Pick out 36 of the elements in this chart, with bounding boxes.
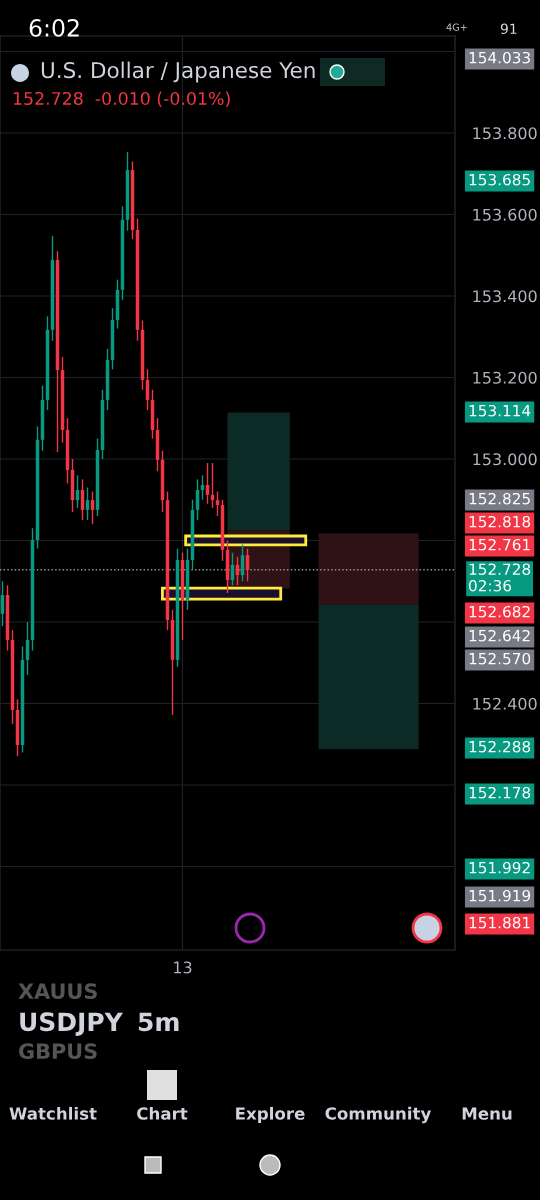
text: Menu <box>462 1107 512 1120</box>
text: 151.992 <box>469 861 530 874</box>
text: 153.114 <box>469 404 531 417</box>
text: 152.570 <box>469 652 531 665</box>
y-tick-label: 152.400 <box>473 697 537 710</box>
text: 152.642 <box>469 629 530 642</box>
text: 153.685 <box>469 173 530 186</box>
text: Explore <box>236 1106 305 1124</box>
text: 154.033 <box>469 51 530 64</box>
x-tick-label: 13 <box>174 961 192 974</box>
text: USDJPY <box>20 1012 124 1036</box>
text: 151.919 <box>469 889 531 902</box>
y-tick-label: 153.200 <box>473 371 537 384</box>
y-tick-label: 153.400 <box>473 290 537 303</box>
text: 152.728 -0.010 (-0.01%) <box>13 91 230 108</box>
text: 152.178 <box>469 786 531 799</box>
y-tick-label: 153.000 <box>473 453 537 466</box>
text: 152.288 <box>469 740 531 753</box>
text: U.S. Dollar / Japanese Yen <box>41 61 315 83</box>
text: XAUUS <box>18 983 97 1000</box>
text: 152.761 <box>469 538 530 551</box>
y-tick-label: 153.600 <box>473 208 537 221</box>
text: GBPUS <box>19 1043 97 1060</box>
ref-line-label: 152.728 02:36 <box>469 563 531 592</box>
text: 152.825 <box>469 492 530 505</box>
text: Community <box>325 1106 432 1124</box>
text: 152.682 <box>469 605 530 618</box>
text: Chart <box>137 1106 188 1120</box>
text: 5m <box>138 1012 179 1032</box>
y-tick-label: 153.800 <box>473 127 537 140</box>
text: 151.881 <box>469 916 530 929</box>
text: Watchlist <box>9 1106 97 1120</box>
text: 4G+ <box>446 23 467 31</box>
text: 152.818 <box>469 515 531 528</box>
text: 91 <box>500 23 517 35</box>
annotation: 6:02 <box>29 18 79 37</box>
